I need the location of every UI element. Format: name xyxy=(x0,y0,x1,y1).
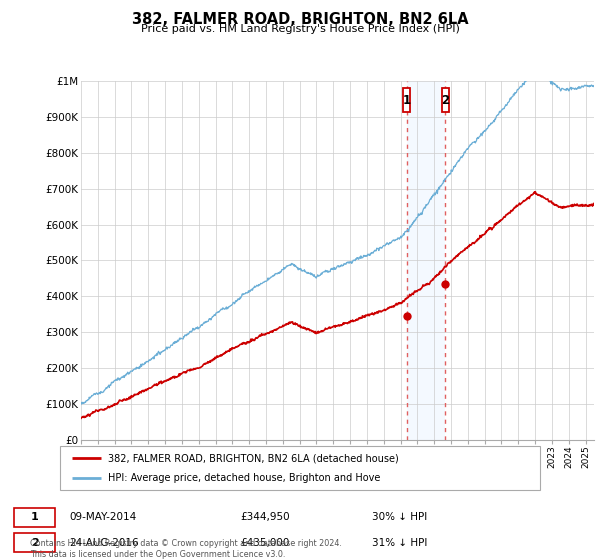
Text: HPI: Average price, detached house, Brighton and Hove: HPI: Average price, detached house, Brig… xyxy=(108,473,380,483)
Text: 382, FALMER ROAD, BRIGHTON, BN2 6LA: 382, FALMER ROAD, BRIGHTON, BN2 6LA xyxy=(131,12,469,27)
Text: 09-MAY-2014: 09-MAY-2014 xyxy=(69,512,136,522)
Bar xyxy=(407,81,445,440)
Text: 31% ↓ HPI: 31% ↓ HPI xyxy=(372,538,427,548)
Text: 382, FALMER ROAD, BRIGHTON, BN2 6LA (detached house): 382, FALMER ROAD, BRIGHTON, BN2 6LA (det… xyxy=(108,453,399,463)
Text: 2: 2 xyxy=(31,538,38,548)
Text: Contains HM Land Registry data © Crown copyright and database right 2024.
This d: Contains HM Land Registry data © Crown c… xyxy=(30,539,342,559)
Text: 1: 1 xyxy=(403,94,410,106)
Text: Price paid vs. HM Land Registry's House Price Index (HPI): Price paid vs. HM Land Registry's House … xyxy=(140,24,460,34)
Text: £435,000: £435,000 xyxy=(240,538,289,548)
Text: 2: 2 xyxy=(441,94,449,106)
Text: 1: 1 xyxy=(31,512,38,522)
Bar xyxy=(442,88,449,111)
Text: 24-AUG-2016: 24-AUG-2016 xyxy=(69,538,139,548)
Bar xyxy=(403,88,410,111)
Text: £344,950: £344,950 xyxy=(240,512,290,522)
Text: 30% ↓ HPI: 30% ↓ HPI xyxy=(372,512,427,522)
